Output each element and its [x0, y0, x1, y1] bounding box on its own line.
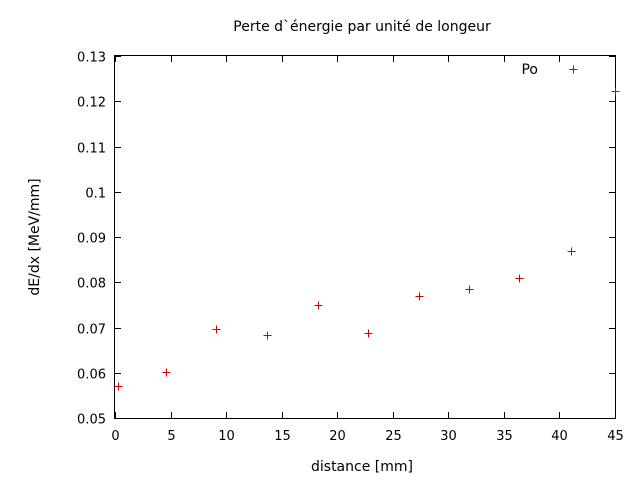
y-axis: 0.05 0.06 0.07 0.08 0.09 0.1 0.11 0.12 0.13 [77, 51, 615, 428]
y-tick-label: 0.13 [77, 51, 106, 66]
x-axis-label: distance [mm] [311, 459, 413, 475]
x-tick-label: 35 [496, 429, 513, 444]
y-tick-label: 0.1 [85, 187, 106, 202]
y-tick-label: 0.11 [77, 142, 106, 157]
data-point [314, 301, 323, 310]
data-point [567, 247, 576, 256]
data-point [364, 329, 373, 338]
x-tick-label: 40 [551, 429, 568, 444]
x-tick-label: 25 [385, 429, 402, 444]
x-tick-label: 15 [274, 429, 291, 444]
x-tick-label: 10 [218, 429, 235, 444]
data-point [212, 325, 221, 334]
x-axis: 0 5 10 15 20 25 30 35 40 45 [111, 56, 624, 444]
data-point [162, 368, 171, 377]
y-tick-label: 0.05 [77, 413, 106, 428]
chart-title: Perte d`énergie par unité de longeur [233, 19, 491, 35]
legend-marker [569, 65, 578, 74]
legend-label-po: Po [521, 62, 538, 78]
legend: Po [521, 62, 578, 78]
x-tick-label: 20 [329, 429, 346, 444]
data-point [515, 274, 524, 283]
y-tick-label: 0.09 [77, 232, 106, 247]
data-point [415, 292, 424, 301]
legend-marker-plus [569, 65, 578, 74]
data-point [114, 382, 123, 391]
y-tick-label: 0.12 [77, 96, 106, 111]
x-tick-label: 45 [607, 429, 624, 444]
y-tick-label: 0.08 [77, 277, 106, 292]
x-tick-label: 0 [111, 429, 119, 444]
plot-frame [114, 55, 616, 419]
data-points [114, 87, 620, 391]
data-point [465, 285, 474, 294]
x-tick-label: 30 [440, 429, 457, 444]
y-tick-label: 0.06 [77, 368, 106, 383]
y-axis-label: dE/dx [MeV/mm] [27, 178, 43, 295]
data-point [611, 87, 620, 96]
y-tick-label: 0.07 [77, 323, 106, 338]
x-tick-label: 5 [167, 429, 175, 444]
data-point [263, 331, 272, 340]
